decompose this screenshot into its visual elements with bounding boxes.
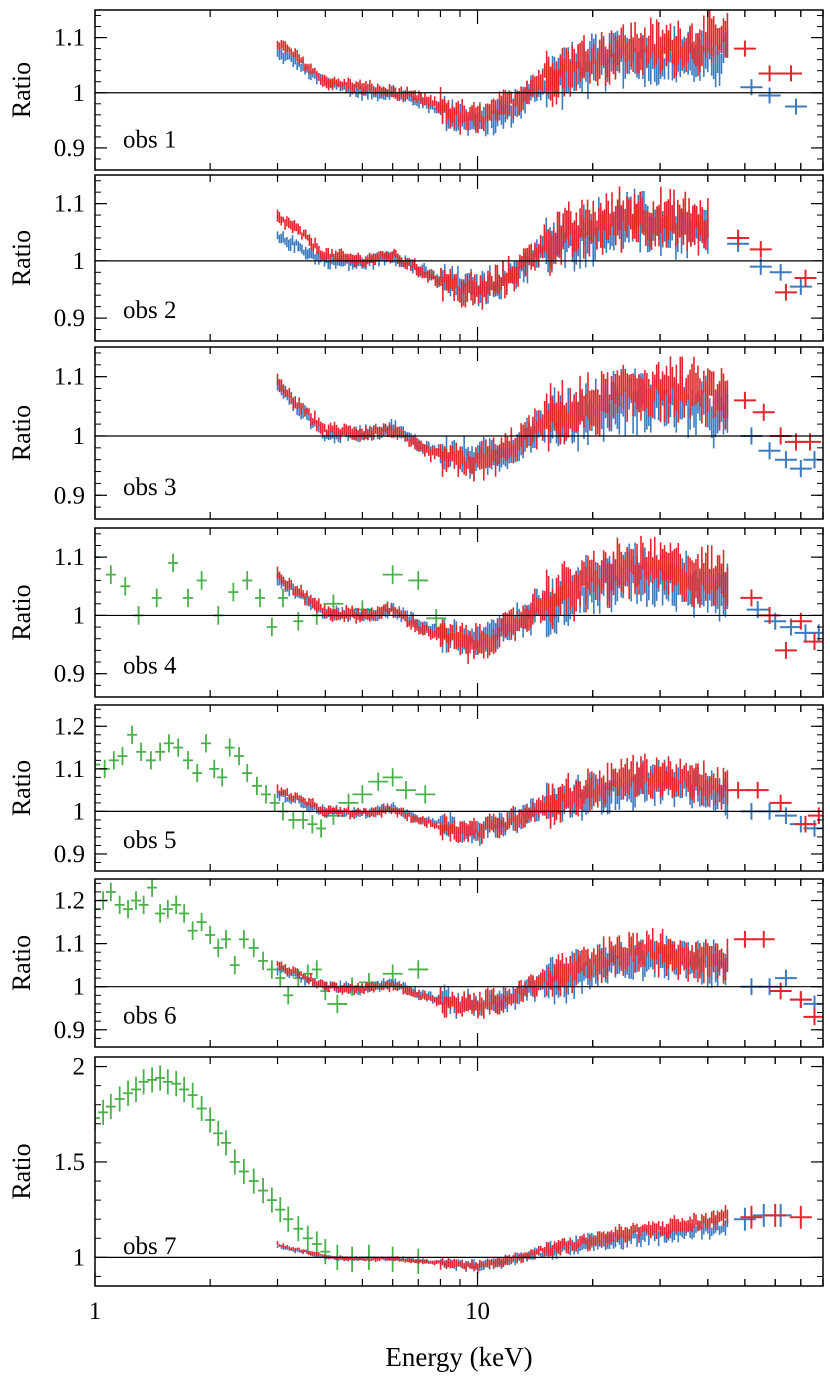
y-axis-label: Ratio <box>7 230 36 286</box>
data-points <box>276 186 817 310</box>
y-tick-label: 1.1 <box>54 756 85 783</box>
panel-annotation: obs 3 <box>123 474 176 501</box>
data-points <box>95 725 823 846</box>
y-tick-label: 1.5 <box>54 1149 85 1176</box>
series-red <box>276 10 729 135</box>
axes-frame <box>94 346 824 520</box>
panel-obs-1: 0.9 1 1.1 Ratio obs 1 <box>7 9 824 171</box>
panel-annotation: obs 6 <box>123 1002 176 1029</box>
y-tick-label: 0.9 <box>54 661 85 688</box>
panel-annotation: obs 4 <box>123 652 177 679</box>
data-points <box>276 10 808 137</box>
series-red <box>276 1205 729 1274</box>
axes-frame <box>94 1056 824 1287</box>
panel-obs-3: 0.9 1 1.1 Ratio obs 3 <box>7 346 824 520</box>
y-tick-label: 0.9 <box>54 135 85 162</box>
panel-obs-5: 0.9 1 1.1 1.2 Ratio obs 5 <box>7 704 824 872</box>
axes-frame <box>94 878 824 1048</box>
y-tick-label: 1 <box>73 1244 86 1271</box>
panel-obs-4: 0.9 1 1.1 Ratio obs 4 <box>7 527 824 698</box>
y-axis-label: Ratio <box>7 405 36 461</box>
series-blue-wide <box>746 601 823 642</box>
data-points <box>95 879 823 1026</box>
y-tick-label: 1.1 <box>54 931 85 958</box>
data-points <box>276 356 823 482</box>
series-blue <box>276 1217 729 1272</box>
y-tick-label: 2 <box>73 1054 86 1081</box>
y-axis-label: Ratio <box>7 760 36 816</box>
series-blue-wide <box>727 235 812 295</box>
panel-obs-2: 0.9 1 1.1 Ratio obs 2 <box>7 174 824 342</box>
y-tick-label: 1 <box>73 798 86 825</box>
y-tick-label: 1 <box>73 974 86 1001</box>
y-tick-label: 1.1 <box>54 544 85 571</box>
series-red-wide <box>733 391 822 451</box>
y-tick-label: 1 <box>73 248 86 275</box>
y-tick-label: 1.1 <box>54 25 85 52</box>
series-red-wide <box>733 40 803 82</box>
panel-obs-7: 1 1.5 2 Ratio obs 7 <box>7 1054 824 1287</box>
series-blue-wide <box>740 79 808 115</box>
y-tick-label: 0.9 <box>54 1017 85 1044</box>
series-red <box>276 186 709 310</box>
data-points <box>95 1065 812 1274</box>
axes-frame <box>94 704 824 872</box>
y-tick-label: 1 <box>73 80 86 107</box>
y-tick-label: 0.9 <box>54 482 85 509</box>
y-tick-label: 1.2 <box>54 888 85 915</box>
panel-annotation: obs 5 <box>123 827 176 854</box>
axes-frame <box>94 174 824 342</box>
series-red <box>276 753 729 844</box>
panel-annotation: obs 1 <box>123 127 176 154</box>
series-green <box>95 725 436 838</box>
y-tick-label: 1.1 <box>54 364 85 391</box>
series-green <box>95 547 447 637</box>
series-red <box>276 356 729 482</box>
x-tick-label: 10 <box>465 1298 490 1325</box>
x-axis-label: Energy (keV) <box>385 1342 532 1372</box>
y-axis-label: Ratio <box>7 935 36 991</box>
axes-frame <box>94 9 824 171</box>
data-points <box>95 535 823 665</box>
y-tick-label: 1.1 <box>54 191 85 218</box>
y-axis-label: Ratio <box>7 584 36 640</box>
series-red <box>276 928 729 1019</box>
y-axis-label: Ratio <box>7 1143 36 1199</box>
series-red-wide <box>740 589 823 659</box>
x-tick-label: 1 <box>89 1298 102 1325</box>
series-green <box>95 879 429 1014</box>
panel-obs-6: 0.9 1 1.1 1.2 Ratio obs 6 <box>7 878 824 1048</box>
y-tick-label: 1 <box>73 423 86 450</box>
y-tick-label: 1 <box>73 602 86 629</box>
series-blue-wide <box>740 427 823 478</box>
y-tick-label: 0.9 <box>54 305 85 332</box>
panel-annotation: obs 7 <box>123 1233 176 1260</box>
series-red-wide <box>727 781 823 833</box>
y-axis-label: Ratio <box>7 62 36 118</box>
series-blue <box>276 188 709 307</box>
y-tick-label: 0.9 <box>54 841 85 868</box>
series-blue-wide <box>740 803 823 837</box>
series-red-wide <box>727 229 817 301</box>
y-tick-label: 1.2 <box>54 713 85 740</box>
series-red-wide <box>740 1203 812 1229</box>
series-red-wide <box>733 930 823 1026</box>
series-red <box>276 535 729 665</box>
axes-frame <box>94 527 824 698</box>
panel-annotation: obs 2 <box>123 297 176 324</box>
